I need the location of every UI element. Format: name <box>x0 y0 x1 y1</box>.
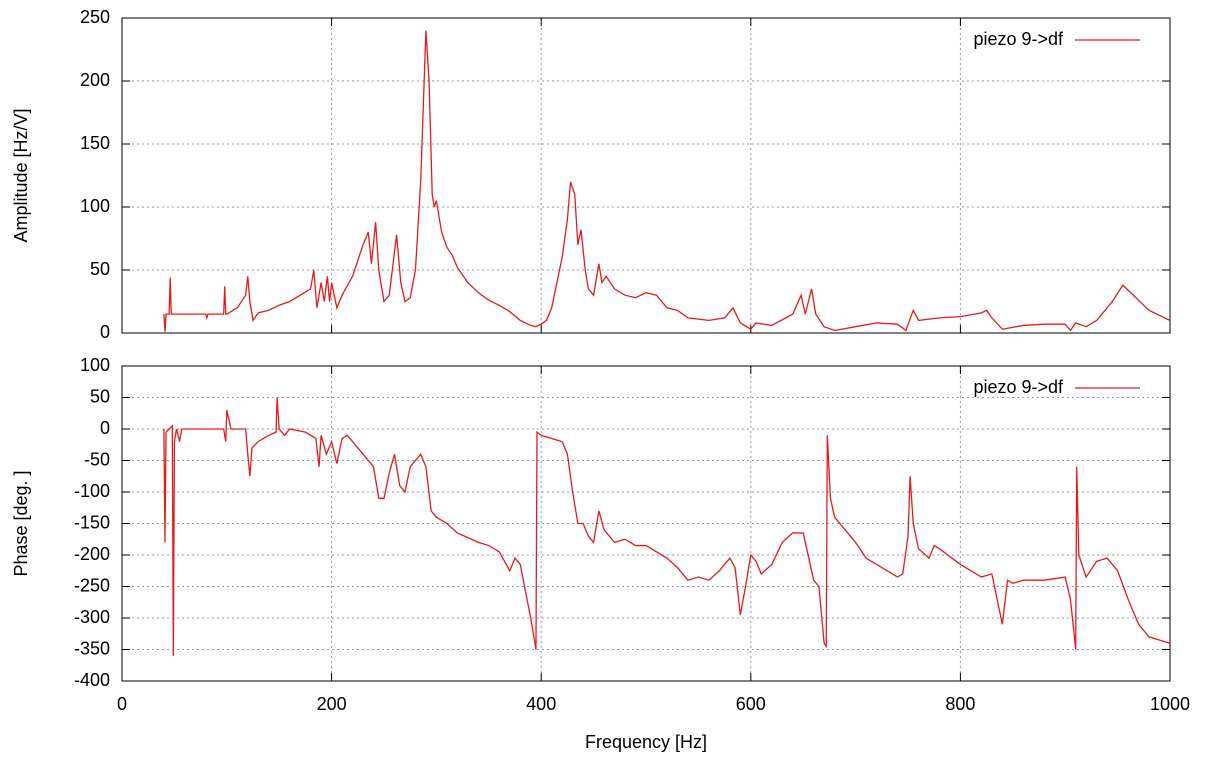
x-tick-label: 200 <box>317 694 347 714</box>
data-line <box>163 397 1171 656</box>
x-tick-label: 1000 <box>1150 694 1190 714</box>
y-tick-label: -50 <box>84 449 110 469</box>
y-tick-label: -250 <box>74 575 110 595</box>
y-axis-label: Phase [deg. ] <box>11 470 31 576</box>
y-tick-label: 100 <box>80 196 110 216</box>
plot-frame <box>121 365 1171 682</box>
y-tick-label: -200 <box>74 544 110 564</box>
x-tick-label: 600 <box>736 694 766 714</box>
y-tick-label: 250 <box>80 7 110 27</box>
y-tick-label: -100 <box>74 481 110 501</box>
y-tick-label: -350 <box>74 638 110 658</box>
y-tick-label: 200 <box>80 70 110 90</box>
y-tick-label: 100 <box>80 355 110 375</box>
y-tick-label: -300 <box>74 607 110 627</box>
y-axis-label: Amplitude [Hz/V] <box>11 108 31 242</box>
y-tick-label: 150 <box>80 133 110 153</box>
y-tick-label: 0 <box>100 418 110 438</box>
y-tick-label: 50 <box>90 386 110 406</box>
x-tick-label: 0 <box>117 694 127 714</box>
x-tick-label: 800 <box>945 694 975 714</box>
data-line <box>163 30 1171 332</box>
x-axis-label: Frequency [Hz] <box>585 732 707 752</box>
y-tick-label: -150 <box>74 512 110 532</box>
legend-label: piezo 9->df <box>973 29 1064 49</box>
plot-frame <box>121 17 1171 334</box>
legend-label: piezo 9->df <box>973 377 1064 397</box>
y-tick-label: 50 <box>90 259 110 279</box>
y-tick-label: 0 <box>100 322 110 342</box>
x-tick-label: 400 <box>526 694 556 714</box>
y-tick-label: -400 <box>74 670 110 690</box>
